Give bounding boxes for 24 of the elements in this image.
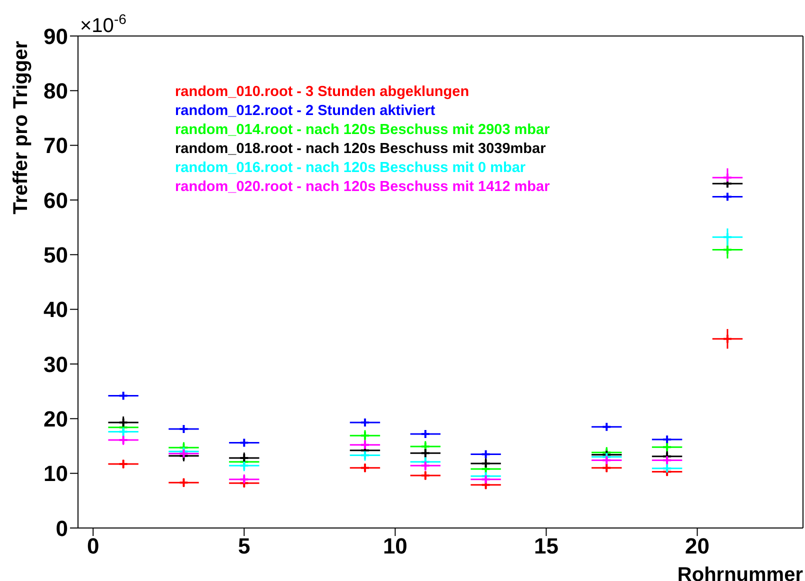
y-tick-label: 20	[44, 406, 68, 432]
y-tick-label: 0	[56, 516, 68, 541]
y-tick-label: 60	[44, 188, 68, 213]
y-tick-label: 70	[44, 133, 68, 158]
x-axis-title: Rohrnummer	[677, 564, 804, 581]
y-tick-label: 80	[44, 78, 68, 104]
annotation: ×10$^{-6}$	[80, 11, 127, 37]
x-tick-label: 5	[238, 534, 250, 559]
x-tick-label: 0	[86, 534, 100, 559]
text: random_010.root - 3 Stunden abgeklungen	[175, 83, 470, 102]
x-tick-label: 20	[685, 534, 710, 559]
text: random_012.root - 2 Stunden aktiviert	[175, 102, 436, 121]
text: random_014.root - nach 120s Beschuss mit 2903 mbar	[175, 121, 550, 140]
text: random_016.root - nach 120s Beschuss mit 0 mbar	[175, 159, 527, 178]
text: random_018.root - nach 120s Beschuss mit 3039mbar	[175, 140, 547, 159]
x-tick-label: 10	[382, 534, 408, 559]
y-tick-label: 30	[44, 352, 68, 377]
x-tick-label: 15	[534, 534, 558, 559]
y-tick-label: 90	[44, 24, 68, 49]
y-tick-label: 40	[44, 297, 68, 322]
y-tick-label: 50	[44, 242, 68, 268]
y-axis-title: Treffer pro Trigger	[10, 40, 32, 214]
y-tick-label: 10	[44, 461, 68, 486]
text: random_020.root - nach 120s Beschuss mit 1412 mbar	[175, 178, 550, 197]
